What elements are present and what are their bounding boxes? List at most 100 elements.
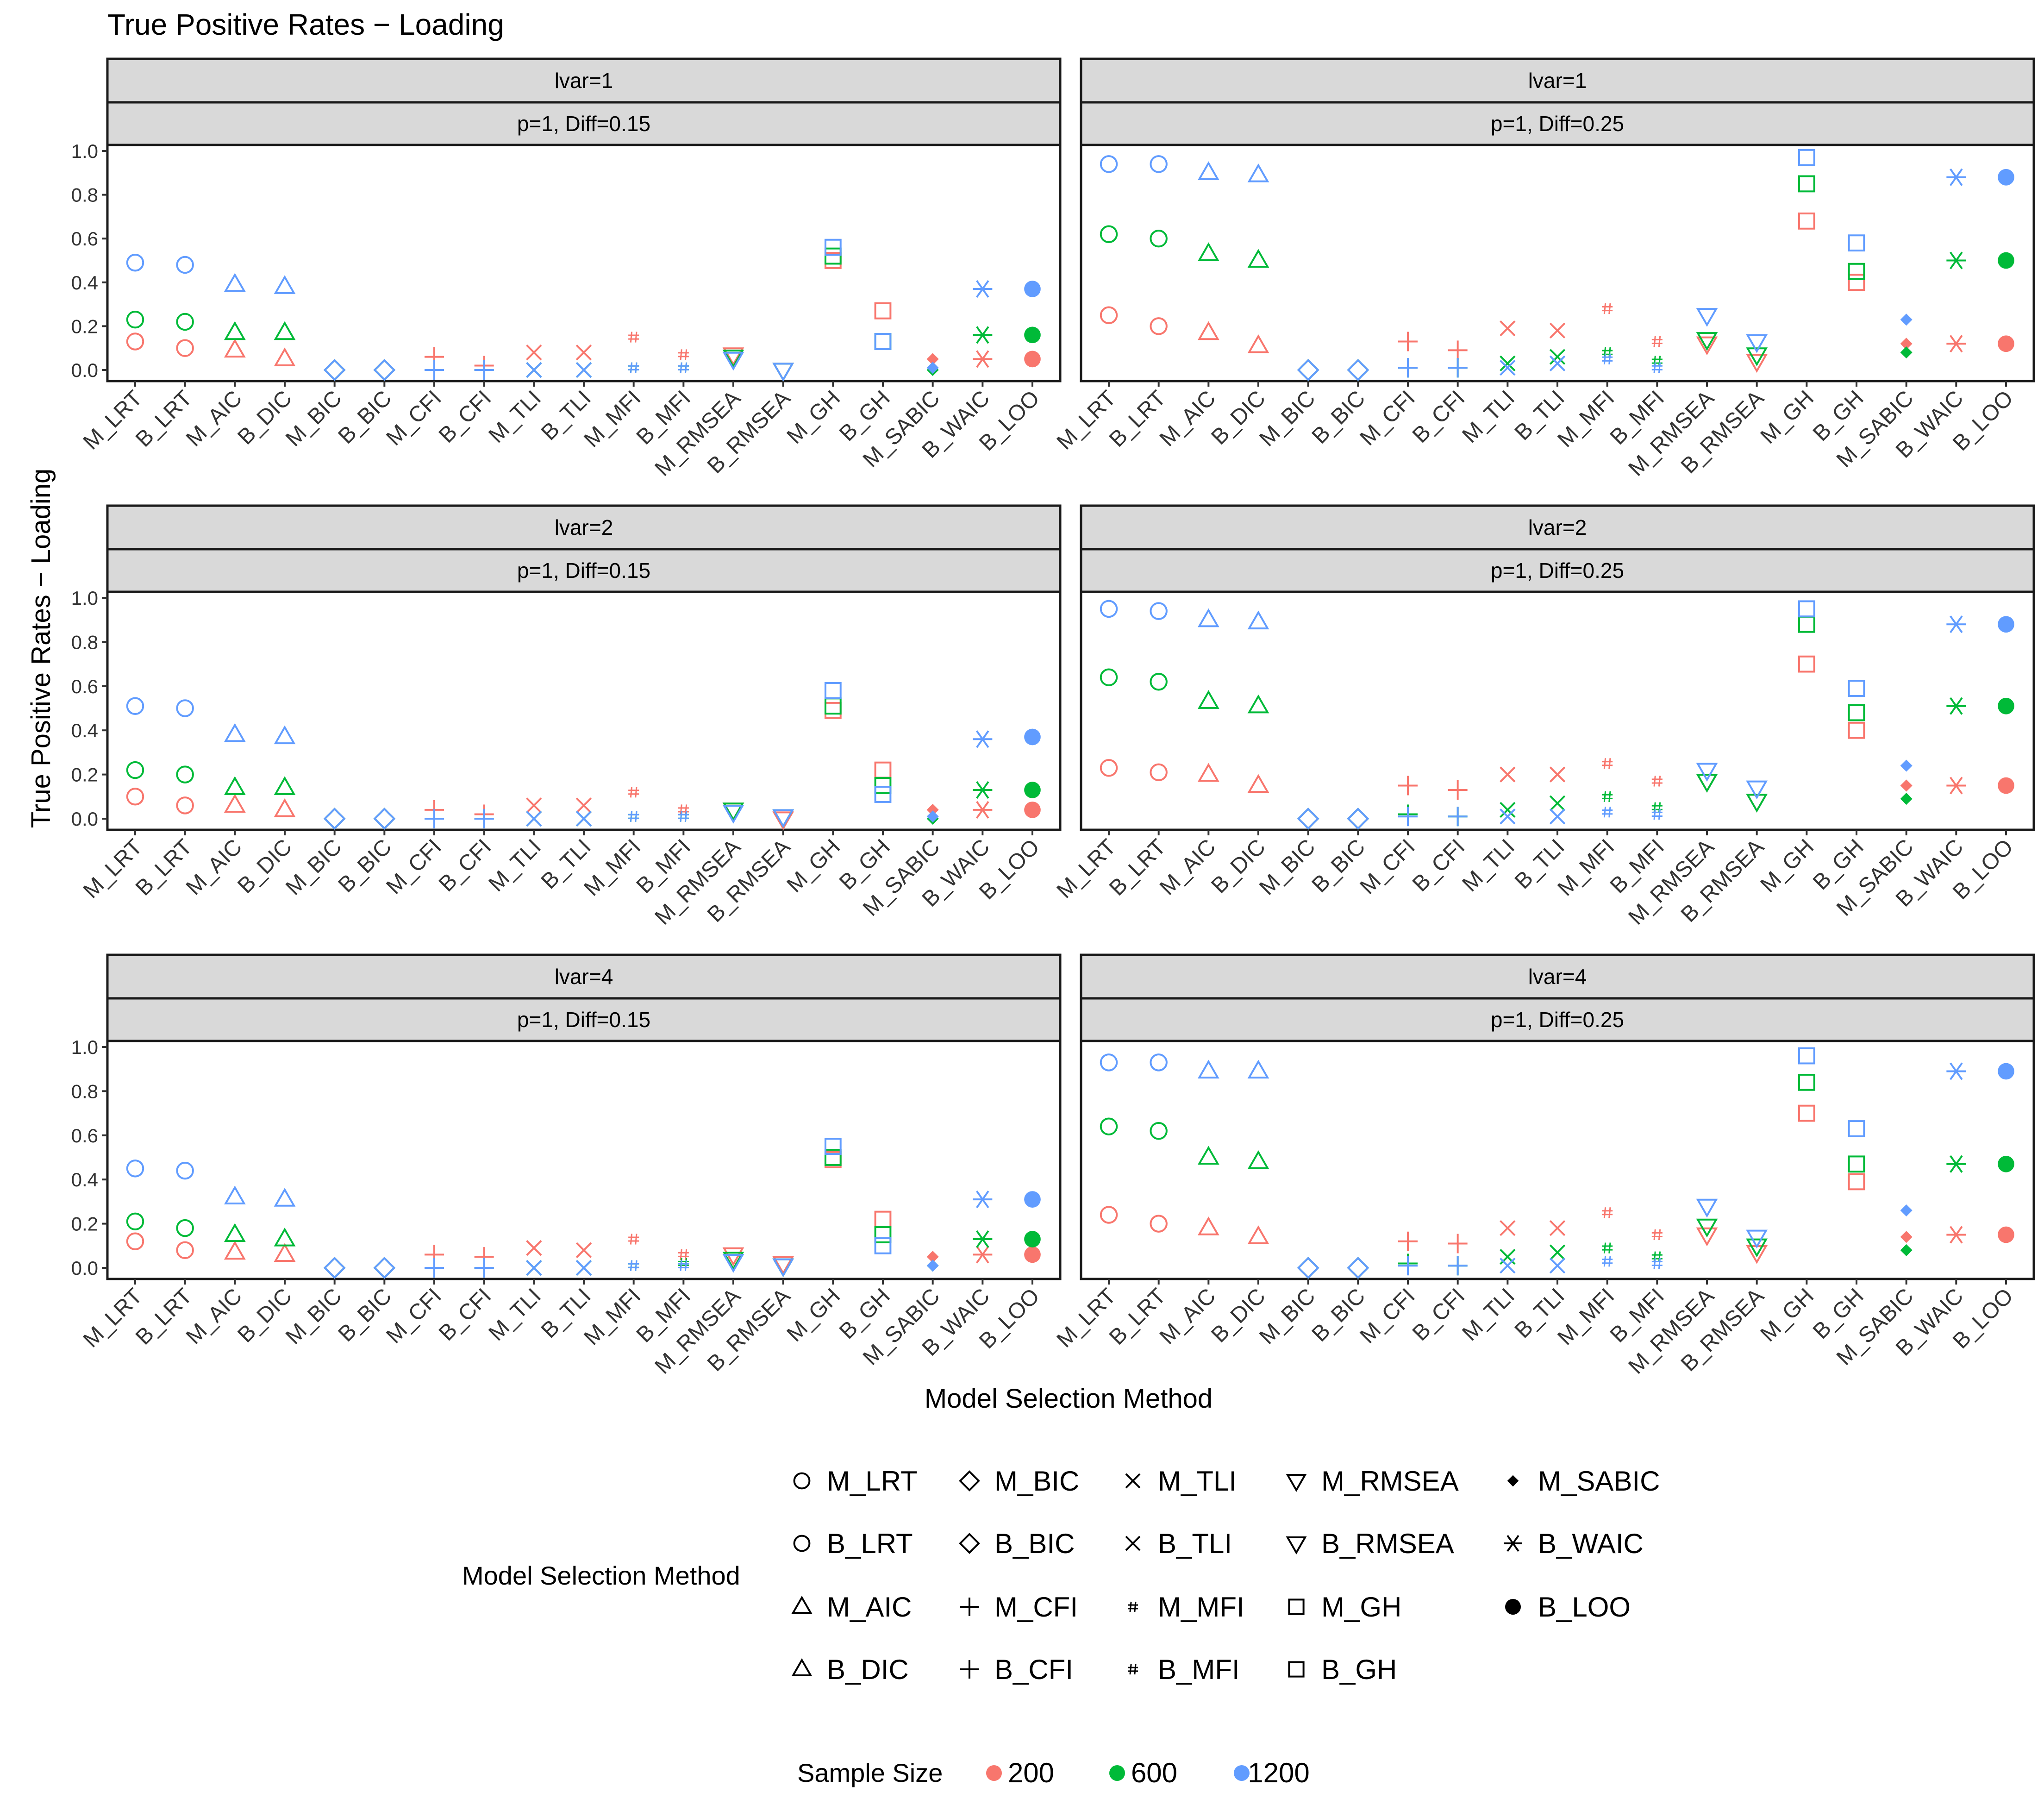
y-tick-label: 0.4 [71, 272, 98, 294]
data-point [1347, 1257, 1369, 1279]
data-point [1549, 1220, 1566, 1236]
legend-key-shape [959, 1533, 980, 1554]
chart-title: True Positive Rates − Loading [107, 8, 504, 41]
data-point [1848, 274, 1865, 291]
data-point [973, 1191, 993, 1209]
data-point [575, 797, 592, 814]
data-point [1696, 763, 1718, 782]
data-point [1746, 334, 1768, 353]
data-point [628, 1260, 639, 1271]
y-tick-label: 0.4 [71, 720, 98, 741]
data-point [1247, 1150, 1269, 1169]
legend-key-label: B_LOO [1538, 1592, 1631, 1623]
data-point [1651, 336, 1663, 347]
data-point [224, 794, 246, 813]
data-point [824, 247, 842, 265]
data-point [1900, 759, 1913, 772]
legend-key-label: B_GH [1321, 1654, 1397, 1685]
data-point [1900, 779, 1913, 792]
data-point [1500, 766, 1516, 783]
data-point [575, 362, 592, 378]
data-point [926, 362, 939, 374]
data-point [772, 1256, 794, 1275]
data-point [1500, 360, 1516, 376]
data-point [1398, 807, 1418, 827]
data-point [1746, 347, 1768, 366]
data-point [1900, 1244, 1913, 1256]
data-point [1247, 249, 1269, 268]
data-point [373, 359, 396, 381]
data-point [1100, 1206, 1118, 1224]
data-point [973, 801, 993, 819]
facet-strip-label-bottom: p=1, Diff=0.25 [1491, 558, 1624, 583]
data-point [126, 1159, 144, 1178]
data-point [176, 699, 194, 717]
data-point [1549, 795, 1566, 811]
legend-key-label: M_TLI [1158, 1466, 1237, 1497]
data-point [1998, 697, 2014, 714]
data-point [1946, 697, 1966, 715]
data-point [1549, 349, 1566, 365]
color-key-swatch [1234, 1765, 1250, 1781]
color-key-label: 1200 [1248, 1757, 1309, 1788]
data-point [678, 362, 689, 373]
facet-strip-label-top: lvar=1 [555, 69, 613, 93]
data-point [1297, 359, 1319, 381]
data-point [1448, 1234, 1468, 1253]
data-point [274, 1227, 296, 1247]
data-point [678, 811, 689, 822]
data-point [973, 326, 993, 344]
data-point [224, 273, 246, 292]
data-point [1197, 1059, 1219, 1079]
facet-strip-top [106, 57, 1062, 104]
data-point [772, 363, 794, 382]
facet-strip-top [1080, 504, 2035, 551]
data-point [1024, 1231, 1041, 1247]
data-point [1549, 1244, 1566, 1260]
legend-key-shape [791, 1595, 813, 1614]
data-point [1651, 1229, 1663, 1241]
facet-strip-bottom [106, 997, 1062, 1042]
data-point [1500, 320, 1516, 337]
data-point [1247, 163, 1269, 182]
data-point [1500, 1258, 1516, 1274]
data-point [1696, 336, 1718, 356]
data-point [1197, 242, 1219, 261]
data-point [1347, 359, 1369, 381]
data-point [1150, 673, 1168, 691]
legend-key-label: B_TLI [1158, 1528, 1232, 1559]
data-point [1150, 317, 1168, 335]
data-point [1651, 1258, 1663, 1269]
facet-strip-top [106, 504, 1062, 551]
data-point [425, 360, 444, 380]
data-point [628, 332, 639, 343]
data-point [1247, 334, 1269, 353]
data-point [575, 1242, 592, 1259]
data-point [1998, 1063, 2014, 1080]
data-point [474, 809, 494, 828]
data-point [176, 765, 194, 783]
data-point [1900, 338, 1913, 350]
data-point [1602, 303, 1613, 314]
legend-key-label: B_BIC [994, 1528, 1075, 1559]
data-point [274, 347, 296, 366]
data-point [1398, 1256, 1418, 1276]
data-point [274, 776, 296, 795]
data-point [1746, 780, 1768, 800]
legend-key-shape [1504, 1535, 1522, 1552]
data-point [176, 313, 194, 331]
data-point [1946, 1226, 1966, 1244]
data-point [526, 797, 542, 814]
data-point [1946, 335, 1966, 353]
data-point [1398, 358, 1418, 378]
data-point [1651, 776, 1663, 787]
data-point [1024, 782, 1041, 798]
legend-key-shape [959, 1470, 980, 1492]
data-point [176, 339, 194, 357]
data-point [1448, 807, 1468, 827]
data-point [1247, 610, 1269, 630]
data-point [678, 349, 689, 360]
legend-key-label: M_GH [1321, 1592, 1401, 1623]
y-tick-label: 0.8 [71, 631, 98, 653]
data-point [1150, 763, 1168, 782]
